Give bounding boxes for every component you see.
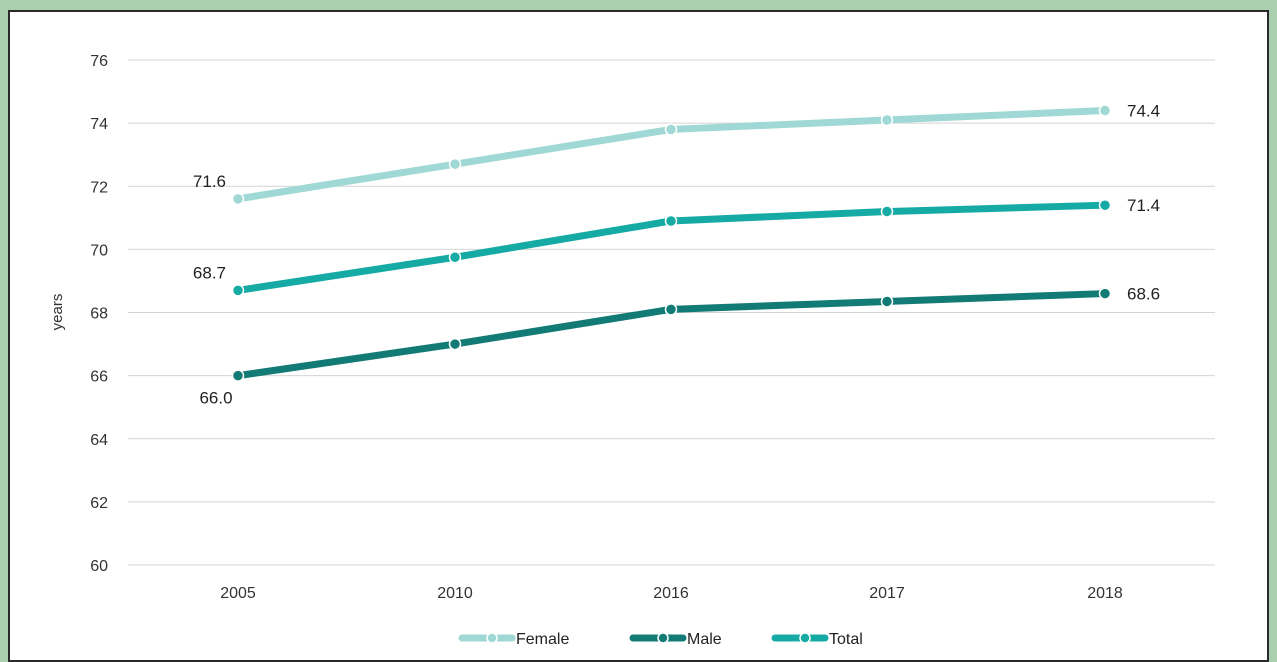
y-tick-label: 62: [90, 495, 108, 512]
data-point: [1098, 198, 1112, 212]
legend-marker: [486, 632, 498, 644]
gridlines: [128, 59, 1215, 566]
data-point: [880, 295, 894, 308]
data-point: [231, 284, 245, 297]
data-point: [880, 113, 894, 127]
y-axis-label: years: [49, 294, 66, 331]
y-tick-label: 72: [90, 179, 108, 196]
series-female: [231, 104, 1112, 206]
y-tick-label: 68: [90, 306, 108, 323]
x-tick-label: 2005: [220, 585, 256, 602]
y-axis-ticks: 60 62 64 66 68 70 72 74 76: [90, 53, 108, 575]
data-point: [1098, 104, 1112, 117]
y-tick-label: 64: [90, 432, 108, 449]
x-axis-ticks: 2005 2010 2016 2017 2018: [220, 585, 1123, 602]
series-male: [231, 287, 1112, 382]
data-label: 71.6: [193, 172, 226, 191]
series-total: [231, 198, 1112, 297]
legend-label: Female: [516, 631, 569, 648]
x-tick-label: 2016: [653, 585, 689, 602]
data-label: 66.0: [199, 389, 232, 408]
legend-label: Male: [687, 631, 722, 648]
legend-label: Total: [829, 631, 863, 648]
data-label: 71.4: [1127, 196, 1160, 215]
legend-item-female: Female: [458, 631, 569, 648]
y-tick-label: 70: [90, 242, 108, 259]
data-point: [664, 303, 678, 316]
legend-item-male: Male: [629, 631, 722, 648]
data-point: [448, 337, 462, 351]
data-point: [664, 123, 678, 136]
y-tick-label: 74: [90, 116, 108, 133]
legend-marker: [799, 632, 811, 644]
data-point: [1098, 287, 1112, 300]
legend-marker: [657, 632, 669, 644]
data-point: [880, 205, 894, 218]
y-tick-label: 60: [90, 558, 108, 575]
y-tick-label: 66: [90, 369, 108, 386]
data-point: [231, 369, 245, 382]
data-label: 68.7: [193, 263, 226, 282]
legend: Female Male Total: [458, 631, 863, 648]
chart-frame: [8, 10, 1269, 662]
y-tick-label: 76: [90, 53, 108, 70]
x-tick-label: 2010: [437, 585, 473, 602]
x-tick-label: 2017: [869, 585, 905, 602]
legend-item-total: Total: [771, 631, 863, 648]
data-label: 68.6: [1127, 285, 1160, 304]
data-point: [448, 251, 462, 264]
data-point: [664, 214, 678, 228]
series-lines: [231, 104, 1112, 382]
data-labels: 71.6 74.4 68.7 71.4 66.0 68.6: [193, 102, 1160, 408]
data-point: [448, 157, 462, 171]
x-tick-label: 2018: [1087, 585, 1123, 602]
data-label: 74.4: [1127, 102, 1160, 121]
data-point: [231, 192, 245, 206]
